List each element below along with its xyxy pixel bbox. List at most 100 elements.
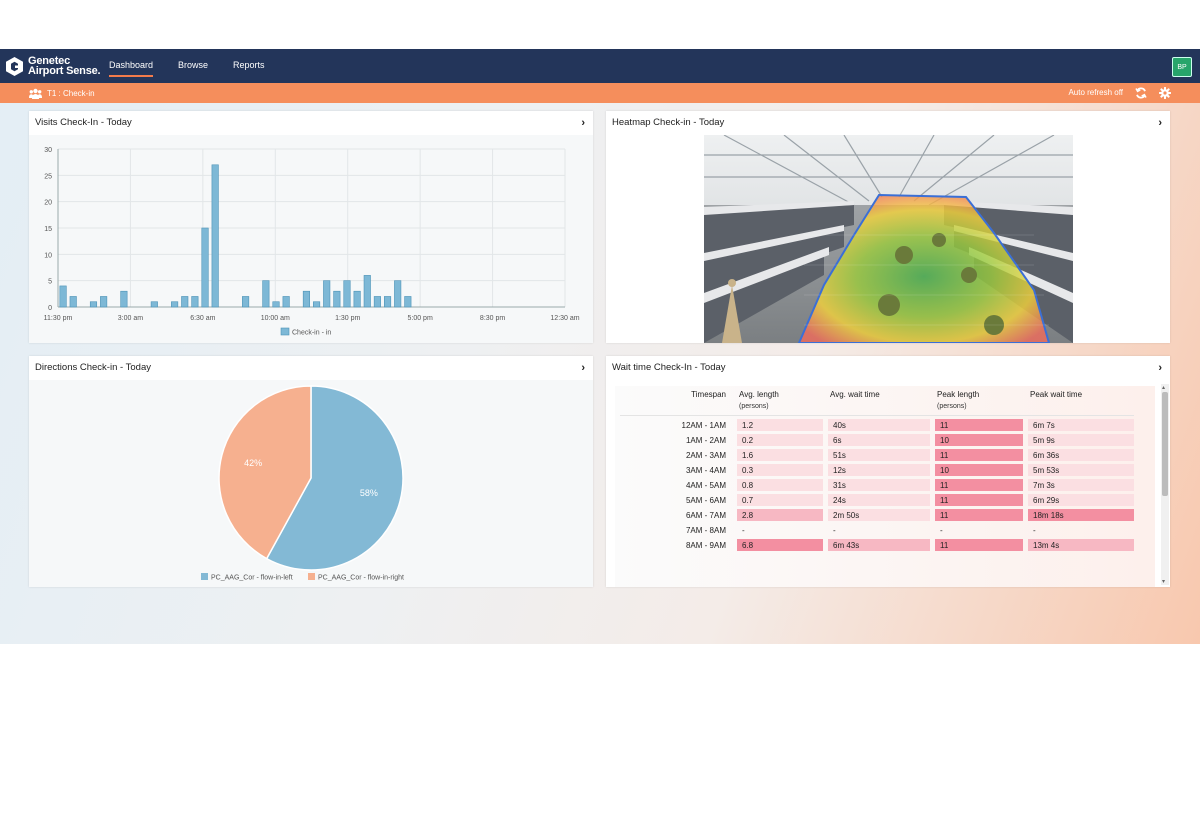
table-row[interactable]: 1AM - 2AM 0.2 6s 10 5m 9s [620,434,1134,446]
bar [191,296,199,308]
heatmap-expand-chevron-right-icon[interactable]: › [1158,117,1162,129]
y-tick-label: 10 [44,252,52,259]
x-tick-label: 12:30 am [550,315,579,322]
x-tick-label: 11:30 pm [44,315,73,322]
cell-timespan: 7AM - 8AM [685,525,726,535]
cell-peak-length: 11 [935,479,1023,491]
waittime-panel-title: Wait time Check-In - Today [612,362,726,373]
bar [171,301,179,308]
cell-peak-wait: 5m 53s [1028,464,1134,476]
genetec-logo[interactable]: Genetec Airport Sense. [6,56,101,77]
heatmap-area [606,135,1170,343]
bar [120,290,128,308]
cell-avg-length: 0.3 [737,464,823,476]
x-tick-label: 5:00 pm [407,315,432,322]
cell-avg-length: - [742,525,745,535]
col-avg-wait[interactable]: Avg. wait time [828,389,930,412]
directions-expand-chevron-right-icon[interactable]: › [581,362,585,374]
cell-timespan: 4AM - 5AM [685,480,726,490]
cell-peak-wait: 5m 9s [1028,434,1134,446]
bar [343,280,351,308]
cell-avg-wait: 6s [828,434,930,446]
table-row[interactable]: 3AM - 4AM 0.3 12s 10 5m 53s [620,464,1134,476]
cell-peak-wait: 13m 4s [1028,539,1134,551]
table-row[interactable]: 5AM - 6AM 0.7 24s 11 6m 29s [620,494,1134,506]
cell-avg-wait: 24s [828,494,930,506]
cell-avg-length: 6.8 [737,539,823,551]
col-timespan-label: Timespan [691,390,726,399]
cell-peak-length: 11 [935,449,1023,461]
pie-slice [218,385,312,560]
user-avatar[interactable]: BP [1172,57,1192,77]
waittime-scroll-thumb[interactable] [1162,392,1168,496]
cell-peak-length: 11 [935,419,1023,431]
col-timespan[interactable]: Timespan [620,389,732,412]
cell-avg-wait: - [833,525,836,535]
cell-timespan: 6AM - 7AM [685,510,726,520]
cell-peak-length: 11 [935,509,1023,521]
bar [69,296,77,308]
x-tick-label: 6:30 am [190,315,215,322]
bar [242,296,250,308]
table-row[interactable]: 8AM - 9AM 6.8 6m 43s 11 13m 4s [620,539,1134,551]
cell-avg-length: 0.8 [737,479,823,491]
legend-swatch [201,573,208,580]
waittime-scrollbar[interactable]: ▴ ▾ [1161,384,1169,585]
pie-slice-label: 42% [244,458,262,468]
y-tick-label: 5 [48,279,52,286]
col-avg-length[interactable]: Avg. length (persons) [737,389,823,412]
cell-peak-wait: 6m 36s [1028,449,1134,461]
waittime-expand-chevron-right-icon[interactable]: › [1158,362,1162,374]
col-peak-wait[interactable]: Peak wait time [1028,389,1134,412]
col-peak-length-label: Peak length [937,390,980,399]
logo-text: Genetec Airport Sense. [28,56,101,77]
col-peak-length[interactable]: Peak length (persons) [935,389,1023,412]
heatmap-panel-title: Heatmap Check-in - Today [612,117,725,128]
bar [302,290,310,308]
bar [373,296,381,308]
y-tick-label: 20 [44,200,52,207]
directions-panel-title: Directions Check-in - Today [35,362,151,373]
cell-timespan: 5AM - 6AM [685,495,726,505]
heatmap-image[interactable] [704,135,1073,343]
nav-dashboard[interactable]: Dashboard [109,60,154,77]
visits-expand-chevron-right-icon[interactable]: › [581,117,585,129]
directions-pie-chart: 58% 42% PC_AAG_Cor - flow-in-left PC_AAG_Co… [201,385,404,582]
col-peak-length-unit: (persons) [937,403,967,410]
bar [384,296,392,308]
pie-slice-label: 58% [360,488,378,498]
bar [272,301,280,308]
nav-browse[interactable]: Browse [178,60,209,70]
cell-timespan: 8AM - 9AM [685,540,726,550]
visits-panel: Visits Check-In - Today › 0 5 10 15 20 25 30 11… [29,111,593,343]
cell-peak-wait: 6m 29s [1028,494,1134,506]
cell-avg-length: 1.6 [737,449,823,461]
scroll-down-icon[interactable]: ▾ [1162,579,1166,585]
app-window: Genetec Airport Sense. Dashboard Browse … [0,49,1200,644]
table-row[interactable]: 6AM - 7AM 2.8 2m 50s 11 18m 18s [620,509,1134,521]
y-tick-label: 0 [48,305,52,312]
table-row[interactable]: 7AM - 8AM - - - - [620,524,1134,536]
visits-bar-chart: 0 5 10 15 20 25 30 11:30 pm 3:00 am 6:30 am 10:00 … [44,147,580,337]
refresh-icon[interactable] [1135,87,1147,99]
table-row[interactable]: 12AM - 1AM 1.2 40s 11 6m 7s [620,419,1134,431]
gear-icon[interactable] [1159,87,1171,99]
auto-refresh-status[interactable]: Auto refresh off [1068,88,1123,97]
directions-panel: Directions Check-in - Today › 58% 42% PC_A… [29,356,593,587]
bar [323,280,331,308]
bar [201,227,209,308]
cell-avg-wait: 6m 43s [828,539,930,551]
genetec-logo-icon [6,56,23,76]
waittime-table-wrapper[interactable]: Timespan Avg. length (persons) Avg. wait … [615,386,1155,587]
bar [181,296,189,308]
cell-peak-length: 11 [935,494,1023,506]
breadcrumb[interactable]: T1 : Check-in [29,88,95,99]
bar [313,301,321,308]
table-row[interactable]: 2AM - 3AM 1.6 51s 11 6m 36s [620,449,1134,461]
x-tick-label: 8:30 pm [480,315,505,322]
bar [404,296,412,308]
bar [394,280,402,308]
scroll-up-icon[interactable]: ▴ [1162,385,1166,391]
nav-reports[interactable]: Reports [233,60,265,70]
table-row[interactable]: 4AM - 5AM 0.8 31s 11 7m 3s [620,479,1134,491]
